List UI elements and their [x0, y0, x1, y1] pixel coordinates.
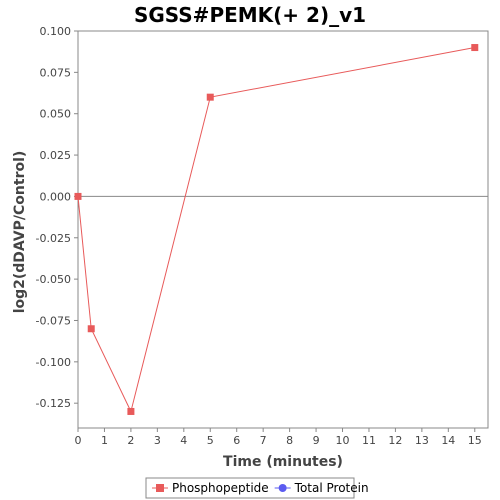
- x-tick-label: 8: [286, 434, 293, 447]
- y-tick-label: -0.075: [36, 314, 71, 327]
- legend-marker: [278, 484, 287, 492]
- x-tick-label: 2: [127, 434, 134, 447]
- x-tick-label: 0: [75, 434, 82, 447]
- y-axis-label: log2(dDAVP/Control): [12, 151, 28, 314]
- data-point: [127, 407, 135, 415]
- x-tick-label: 9: [313, 434, 320, 447]
- y-tick-label: 0.075: [40, 66, 72, 79]
- x-tick-label: 7: [260, 434, 267, 447]
- y-tick-label: 0.000: [40, 190, 72, 203]
- data-point: [206, 93, 214, 101]
- x-tick-label: 12: [388, 434, 402, 447]
- data-point: [74, 192, 82, 200]
- data-point: [471, 44, 479, 52]
- legend-marker: [156, 484, 164, 492]
- plot-area: [77, 30, 489, 429]
- x-tick-label: 14: [441, 434, 455, 447]
- x-axis-label: Time (minutes): [223, 454, 343, 470]
- legend: Phosphopeptide Total Protein: [145, 477, 369, 499]
- y-tick-label: -0.025: [36, 232, 71, 245]
- y-tick-label: -0.050: [36, 273, 71, 286]
- x-tick-label: 6: [233, 434, 240, 447]
- x-tick-label: 4: [180, 434, 187, 447]
- x-tick-label: 5: [207, 434, 214, 447]
- x-tick-label: 15: [468, 434, 482, 447]
- legend-label: Phosphopeptide: [172, 481, 269, 495]
- y-axis: 0.100 0.075 0.050 0.025 0.000 -0.025 -0.050 -0.…: [36, 25, 78, 410]
- x-tick-label: 1: [101, 434, 108, 447]
- y-tick-label: 0.025: [40, 149, 72, 162]
- data-point: [87, 325, 95, 333]
- x-tick-label: 10: [336, 434, 350, 447]
- legend-box: [145, 477, 355, 499]
- y-tick-label: 0.100: [40, 25, 72, 38]
- y-tick-label: 0.050: [40, 108, 72, 121]
- x-tick-label: 3: [154, 434, 161, 447]
- chart-title: SGSS#PEMK(+ 2)_v1: [134, 3, 366, 27]
- legend-label: Total Protein: [294, 481, 369, 495]
- y-tick-label: -0.100: [36, 356, 71, 369]
- x-axis: 0 1 2 3 4 5 6 7 8 9 10 11 12 13 14 15: [75, 428, 482, 447]
- y-tick-label: -0.125: [36, 397, 71, 410]
- x-tick-label: 11: [362, 434, 376, 447]
- x-tick-label: 13: [415, 434, 429, 447]
